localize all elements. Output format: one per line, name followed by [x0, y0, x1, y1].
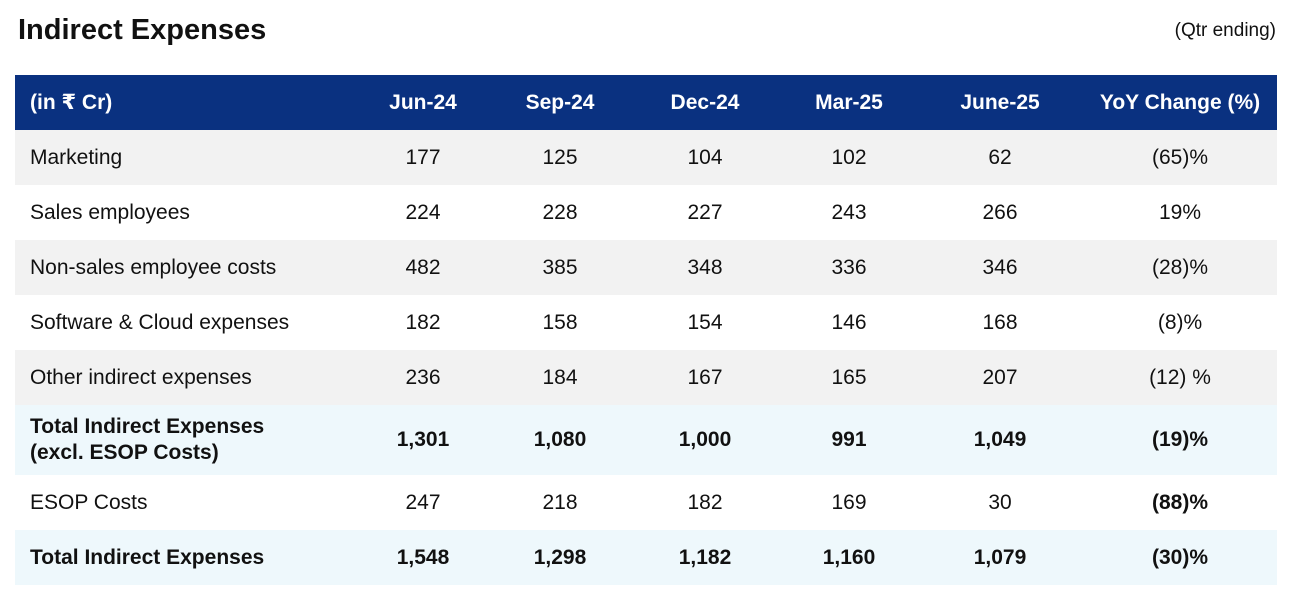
cell-yoy: (8)%	[1157, 310, 1203, 334]
cell-value: 266	[982, 200, 1018, 224]
cell-value: 125	[542, 145, 578, 169]
cell-yoy: (88)%	[1151, 490, 1209, 514]
cell-value: 30	[988, 490, 1012, 514]
period-note: (Qtr ending)	[1174, 20, 1276, 41]
cell-yoy: (12) %	[1149, 365, 1211, 389]
cell-value: 247	[405, 490, 441, 514]
row-label: Total Indirect Expenses	[30, 545, 265, 569]
row-label: Total Indirect Expenses (excl. ESOP Cost…	[15, 405, 355, 475]
page-title: Indirect Expenses	[18, 14, 267, 46]
cell-value: 385	[542, 255, 578, 279]
cell-yoy: (30)%	[1151, 545, 1209, 569]
table-row-software-cloud: Software & Cloud expenses 182 158 154 14…	[15, 295, 1277, 350]
row-label: Other indirect expenses	[30, 365, 252, 389]
cell-value: 991	[831, 428, 867, 451]
cell-value: 227	[687, 200, 723, 224]
header-mar-25: Mar-25	[815, 90, 883, 114]
cell-value: 1,049	[973, 428, 1027, 451]
cell-value: 1,079	[973, 545, 1027, 569]
cell-value: 236	[405, 365, 441, 389]
cell-value: 346	[982, 255, 1018, 279]
cell-value: 182	[405, 310, 441, 334]
cell-value: 1,548	[396, 545, 450, 569]
cell-yoy: (65)%	[1151, 145, 1209, 169]
table-header-row: (in ₹ Cr) Jun-24 Sep-24 Dec-24 Mar-25 Ju…	[15, 75, 1277, 130]
cell-value: 1,080	[533, 428, 587, 451]
cell-value: 336	[831, 255, 867, 279]
cell-value: 165	[831, 365, 867, 389]
header-yoy-change: YoY Change (%)	[1099, 90, 1261, 114]
cell-value: 218	[542, 490, 578, 514]
cell-value: 207	[982, 365, 1018, 389]
header-jun-24: Jun-24	[389, 90, 457, 114]
cell-value: 146	[831, 310, 867, 334]
row-label: Software & Cloud expenses	[30, 310, 290, 334]
indirect-expenses-table: (in ₹ Cr) Jun-24 Sep-24 Dec-24 Mar-25 Ju…	[15, 75, 1277, 585]
cell-value: 1,160	[822, 545, 876, 569]
header-sep-24: Sep-24	[525, 90, 595, 114]
cell-value: 1,000	[678, 428, 732, 451]
table-row-esop-costs: ESOP Costs 247 218 182 169 30 (88)%	[15, 475, 1277, 530]
row-label: ESOP Costs	[30, 490, 148, 514]
cell-value: 182	[687, 490, 723, 514]
row-label-line-2: (excl. ESOP Costs)	[30, 441, 219, 464]
cell-value: 154	[687, 310, 723, 334]
cell-value: 177	[405, 145, 441, 169]
cell-value: 184	[542, 365, 578, 389]
cell-value: 224	[405, 200, 441, 224]
cell-value: 104	[687, 145, 723, 169]
cell-value: 1,298	[533, 545, 587, 569]
cell-value: 168	[982, 310, 1018, 334]
cell-value: 348	[687, 255, 723, 279]
table-row-total-excl-esop: Total Indirect Expenses (excl. ESOP Cost…	[15, 405, 1277, 475]
cell-value: 169	[831, 490, 867, 514]
table-row-sales-employees: Sales employees 224 228 227 243 266 19%	[15, 185, 1277, 240]
row-label: Sales employees	[30, 200, 190, 224]
header-dec-24: Dec-24	[670, 90, 740, 114]
header-june-25: June-25	[960, 90, 1040, 114]
table-row-total-indirect: Total Indirect Expenses 1,548 1,298 1,18…	[15, 530, 1277, 585]
table-row-marketing: Marketing 177 125 104 102 62 (65)%	[15, 130, 1277, 185]
row-label: Non-sales employee costs	[30, 255, 277, 279]
table-row-non-sales-employee-costs: Non-sales employee costs 482 385 348 336…	[15, 240, 1277, 295]
cell-value: 228	[542, 200, 578, 224]
table-row-other-indirect: Other indirect expenses 236 184 167 165 …	[15, 350, 1277, 405]
cell-value: 62	[988, 145, 1012, 169]
cell-yoy: (28)%	[1151, 255, 1209, 279]
cell-yoy: (19)%	[1151, 428, 1209, 451]
cell-value: 1,301	[396, 428, 450, 451]
cell-value: 1,182	[678, 545, 732, 569]
cell-value: 482	[405, 255, 441, 279]
cell-value: 102	[831, 145, 867, 169]
cell-value: 243	[831, 200, 867, 224]
cell-value: 158	[542, 310, 578, 334]
cell-value: 167	[687, 365, 723, 389]
cell-yoy: 19%	[1158, 200, 1202, 224]
header-unit: (in ₹ Cr)	[30, 91, 113, 114]
row-label: Marketing	[30, 145, 123, 169]
row-label-line-1: Total Indirect Expenses	[30, 415, 265, 438]
